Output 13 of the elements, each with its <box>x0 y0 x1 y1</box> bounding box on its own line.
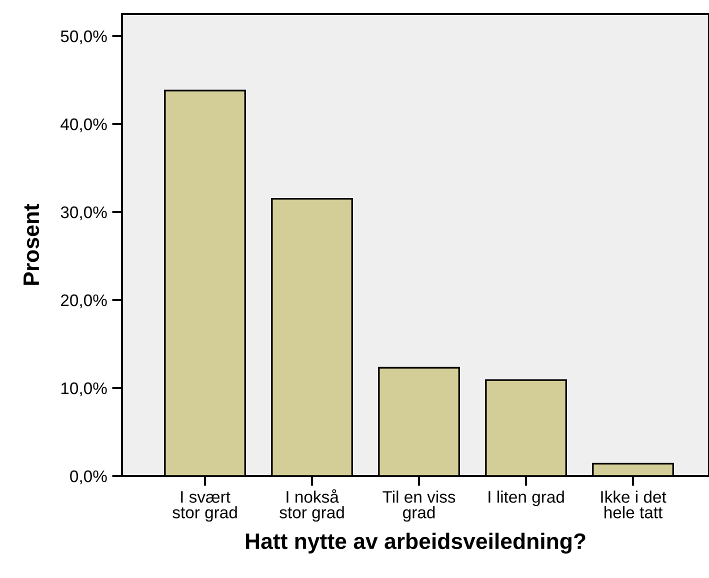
y-axis-title: Prosent <box>24 204 40 285</box>
y-tick-label: 30,0% <box>60 206 107 220</box>
y-tick-label: 40,0% <box>60 118 107 132</box>
y-tick-label: 0,0% <box>70 470 107 484</box>
x-tick-label: I nokså stor grad <box>280 489 344 522</box>
x-tick-label: I liten grad <box>488 490 564 506</box>
y-tick-label: 10,0% <box>61 382 107 396</box>
x-axis-title: Hatt nytte av arbeidsveiledning? <box>246 532 586 554</box>
x-tick-label: Ikke i det hele tatt <box>601 490 666 518</box>
x-tick-label: I svært stor grad <box>172 491 237 522</box>
y-tick-label: 20,0% <box>61 294 107 308</box>
x-tick-label: Til en viss grad <box>382 490 456 522</box>
y-tick-label: 50,0% <box>60 30 107 44</box>
